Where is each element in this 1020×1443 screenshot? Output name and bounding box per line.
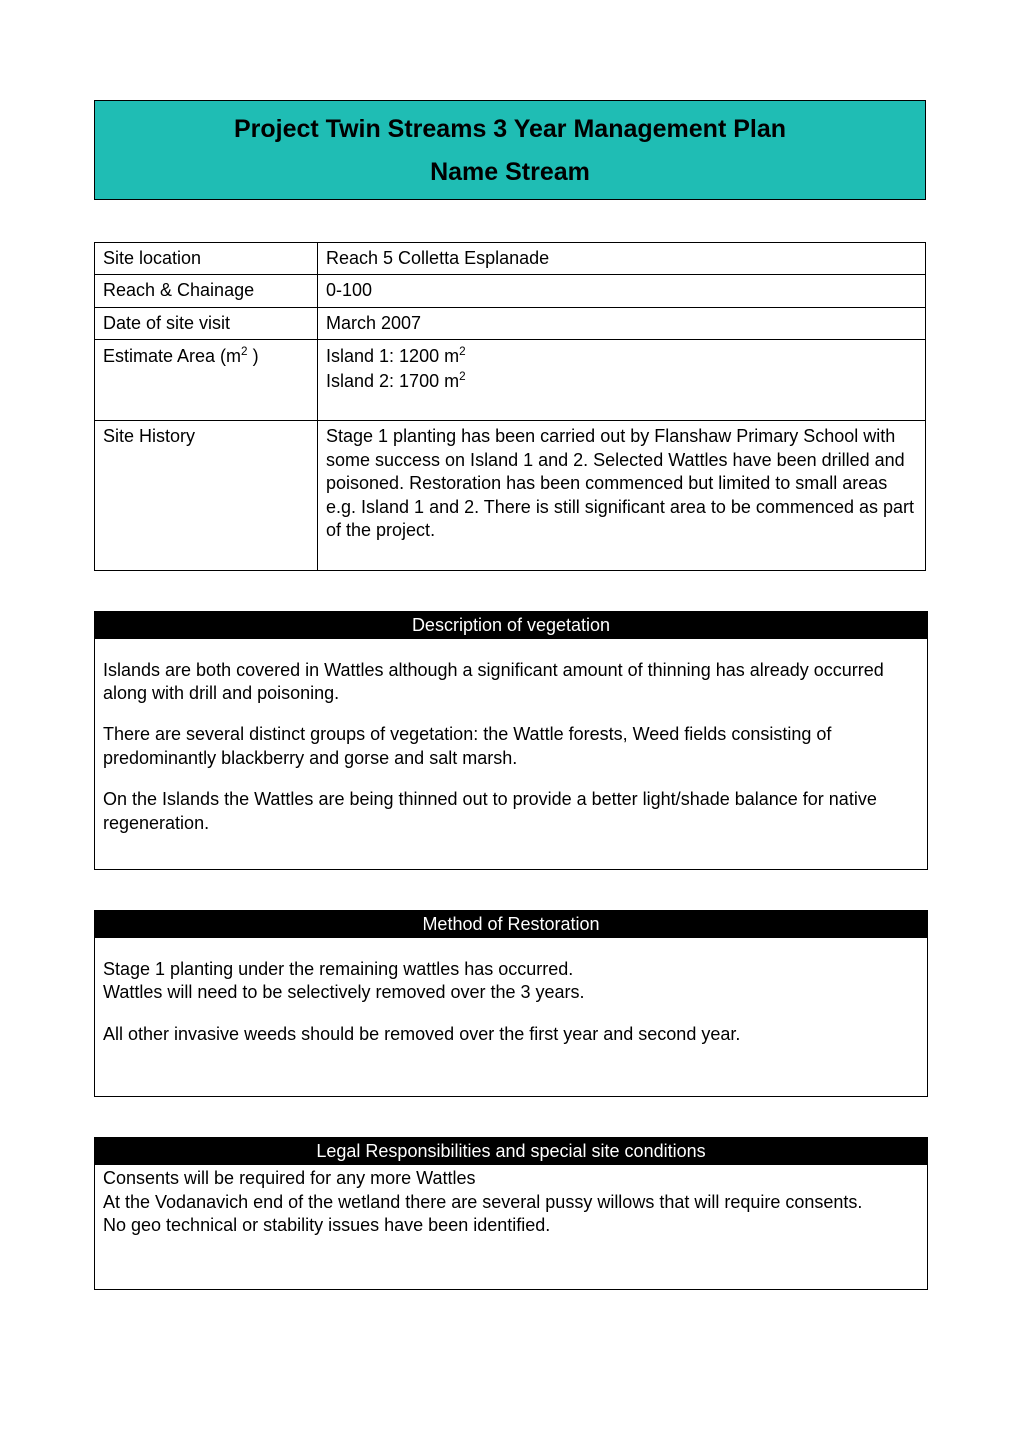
value-site-location: Reach 5 Colletta Esplanade <box>318 243 926 275</box>
title-subtitle: Name Stream <box>95 158 925 187</box>
table-row: Site History Stage 1 planting has been c… <box>95 421 926 570</box>
site-history-text: Stage 1 planting has been carried out by… <box>326 426 914 540</box>
section-legal: Legal Responsibilities and special site … <box>94 1137 928 1290</box>
section-body-restoration: Stage 1 planting under the remaining wat… <box>95 938 927 1096</box>
value-reach-chainage: 0-100 <box>318 275 926 307</box>
area-island1-sup: 2 <box>459 345 466 358</box>
section-body-legal: Consents will be required for any more W… <box>95 1165 927 1289</box>
legal-l3: No geo technical or stability issues hav… <box>103 1214 919 1237</box>
label-area-text: Estimate Area (m <box>103 346 241 366</box>
label-site-location: Site location <box>95 243 318 275</box>
area-island2: Island 2: 1700 m <box>326 371 459 391</box>
value-estimate-area: Island 1: 1200 m2 Island 2: 1700 m2 <box>318 340 926 421</box>
restoration-l3: All other invasive weeds should be remov… <box>103 1023 919 1046</box>
section-body-vegetation: Islands are both covered in Wattles alth… <box>95 639 927 869</box>
section-header-legal: Legal Responsibilities and special site … <box>95 1138 927 1165</box>
legal-l1: Consents will be required for any more W… <box>103 1167 919 1190</box>
vegetation-p1: Islands are both covered in Wattles alth… <box>103 659 919 706</box>
vegetation-p3: On the Islands the Wattles are being thi… <box>103 788 919 835</box>
vegetation-p2: There are several distinct groups of veg… <box>103 723 919 770</box>
info-table: Site location Reach 5 Colletta Esplanade… <box>94 242 926 571</box>
restoration-l1: Stage 1 planting under the remaining wat… <box>103 958 919 981</box>
label-estimate-area: Estimate Area (m2 ) <box>95 340 318 421</box>
section-restoration: Method of Restoration Stage 1 planting u… <box>94 910 928 1097</box>
label-date-visit: Date of site visit <box>95 307 318 339</box>
label-reach-chainage: Reach & Chainage <box>95 275 318 307</box>
table-row: Site location Reach 5 Colletta Esplanade <box>95 243 926 275</box>
value-site-history: Stage 1 planting has been carried out by… <box>318 421 926 570</box>
table-row: Estimate Area (m2 ) Island 1: 1200 m2 Is… <box>95 340 926 421</box>
document-page: Project Twin Streams 3 Year Management P… <box>0 0 1020 1443</box>
table-row: Date of site visit March 2007 <box>95 307 926 339</box>
label-area-close: ) <box>248 346 259 366</box>
section-header-vegetation: Description of vegetation <box>95 612 927 639</box>
table-row: Reach & Chainage 0-100 <box>95 275 926 307</box>
title-box: Project Twin Streams 3 Year Management P… <box>94 100 926 200</box>
legal-l2: At the Vodanavich end of the wetland the… <box>103 1191 919 1214</box>
area-island1: Island 1: 1200 m <box>326 346 459 366</box>
restoration-l2: Wattles will need to be selectively remo… <box>103 981 919 1004</box>
value-date-visit: March 2007 <box>318 307 926 339</box>
title-main: Project Twin Streams 3 Year Management P… <box>95 115 925 144</box>
section-vegetation: Description of vegetation Islands are bo… <box>94 611 928 870</box>
area-island2-sup: 2 <box>459 370 466 383</box>
label-site-history: Site History <box>95 421 318 570</box>
section-header-restoration: Method of Restoration <box>95 911 927 938</box>
